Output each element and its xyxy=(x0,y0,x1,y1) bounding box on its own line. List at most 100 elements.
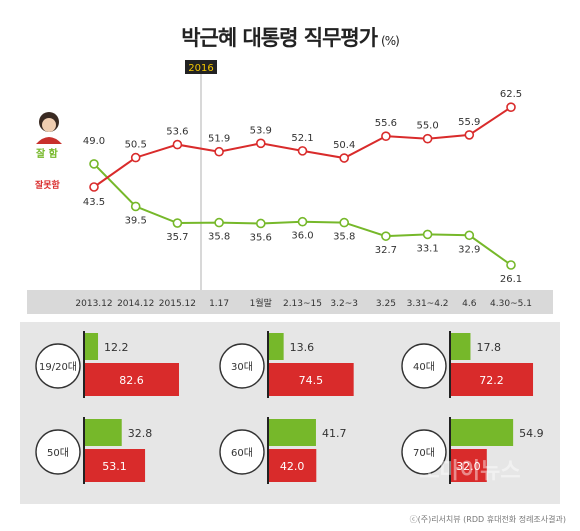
value-label-good: 36.0 xyxy=(291,231,313,242)
age-circle xyxy=(401,429,447,475)
value-label-bad: 53.6 xyxy=(166,127,188,138)
year-marker-box xyxy=(185,60,217,74)
bar-good xyxy=(450,333,471,360)
bar-good xyxy=(268,333,284,360)
point-good xyxy=(506,260,516,270)
age-circle xyxy=(219,343,265,389)
point-good xyxy=(422,229,433,240)
value-label-good: 39.5 xyxy=(125,215,147,226)
age-label: 40대 xyxy=(413,361,435,373)
value-label-bad: 55.6 xyxy=(375,118,397,129)
x-tick-label: 1월말 xyxy=(250,297,272,309)
x-tick-label: 2013.12 xyxy=(75,299,112,309)
age-circle xyxy=(35,343,81,389)
value-label-bad: 50.5 xyxy=(125,140,147,151)
bar-bad-value: 42.0 xyxy=(280,460,305,473)
x-tick-label: 1.17 xyxy=(209,299,229,309)
value-label-good: 26.1 xyxy=(500,274,522,285)
x-tick-label: 2.13~15 xyxy=(283,299,322,309)
x-tick-label: 4.6 xyxy=(462,299,477,309)
point-bad xyxy=(339,153,350,163)
x-tick-label: 4.30~5.1 xyxy=(490,299,532,309)
point-bad xyxy=(89,182,99,192)
age-label: 30대 xyxy=(231,361,253,373)
value-label-bad: 55.0 xyxy=(416,121,438,132)
age-circle xyxy=(401,343,447,389)
chart-title-text: 박근혜 대통령 직무평가 xyxy=(181,26,378,50)
x-tick-label: 2015.12 xyxy=(159,299,196,309)
x-tick-label: 3.2~3 xyxy=(330,299,358,309)
point-good xyxy=(172,218,183,228)
age-circle xyxy=(35,429,81,475)
value-label-bad: 62.5 xyxy=(500,89,522,100)
photo-jacket xyxy=(36,137,62,144)
age-label: 19/20대 xyxy=(39,361,77,373)
x-tick-label: 2014.12 xyxy=(117,299,154,309)
bar-good-value: 41.7 xyxy=(322,427,347,440)
bar-bad-value: 72.2 xyxy=(479,374,504,387)
value-label-good: 33.1 xyxy=(416,243,438,254)
bar-bad xyxy=(268,449,317,482)
value-label-good: 35.8 xyxy=(333,232,355,243)
photo-face xyxy=(42,118,56,132)
value-label-good: 32.9 xyxy=(458,244,480,255)
point-bad xyxy=(172,139,183,150)
year-marker-label: 2016 xyxy=(188,63,213,74)
chart-title-unit: (%) xyxy=(381,34,400,48)
bar-bad xyxy=(450,449,487,482)
value-label-good: 35.8 xyxy=(208,232,230,243)
value-label-good: 32.7 xyxy=(375,245,397,256)
source-footer: ⓒ(주)리서치뷰 (RDD 휴대전화 정례조사결과) xyxy=(409,515,566,524)
value-label-good: 49.0 xyxy=(83,136,105,147)
age-label: 70대 xyxy=(413,447,435,459)
bar-good xyxy=(84,419,122,446)
legend-bad: 잘못함 xyxy=(35,179,61,191)
value-label-good: 35.6 xyxy=(250,232,272,243)
bar-good xyxy=(84,333,99,360)
age-label: 60대 xyxy=(231,447,253,459)
point-bad xyxy=(381,131,391,141)
point-good xyxy=(214,217,224,228)
bar-bad-value: 53.1 xyxy=(102,460,127,473)
point-bad xyxy=(464,130,475,140)
bar-bad xyxy=(84,449,146,482)
point-bad xyxy=(297,146,308,156)
point-good xyxy=(464,230,475,241)
x-axis-band xyxy=(27,290,553,314)
bar-bad-value: 32.0 xyxy=(456,460,481,473)
value-label-bad: 52.1 xyxy=(291,133,313,144)
point-good xyxy=(381,231,391,241)
point-bad xyxy=(130,152,141,163)
point-bad xyxy=(255,138,266,149)
value-label-bad: 55.9 xyxy=(458,117,480,128)
age-label: 50대 xyxy=(47,447,69,459)
bar-good-value: 13.6 xyxy=(290,341,315,354)
bar-good-value: 12.2 xyxy=(104,341,129,354)
president-photo-icon xyxy=(36,112,62,144)
chart-title: 박근혜 대통령 직무평가 (%) xyxy=(0,22,580,52)
bar-good-value: 17.8 xyxy=(476,341,501,354)
point-good xyxy=(130,201,141,212)
bar-good-value: 32.8 xyxy=(128,427,153,440)
point-bad xyxy=(506,102,516,112)
point-good xyxy=(297,216,308,227)
bar-bad-value: 82.6 xyxy=(119,374,144,387)
x-tick-label: 3.25 xyxy=(376,299,396,309)
value-label-bad: 51.9 xyxy=(208,134,230,145)
bar-good-value: 54.9 xyxy=(519,427,544,440)
legend-good: 잘 함 xyxy=(36,147,59,160)
bar-bad xyxy=(268,363,354,396)
value-label-bad: 50.4 xyxy=(333,140,355,151)
point-bad xyxy=(214,146,224,157)
age-circle xyxy=(219,429,265,475)
watermark-text: 오마이뉴스 xyxy=(419,459,520,484)
bar-good xyxy=(450,419,514,446)
bar-bad xyxy=(84,363,179,396)
bar-bad-value: 74.5 xyxy=(299,374,324,387)
x-tick-label: 3.31~4.2 xyxy=(407,299,449,309)
value-label-bad: 53.9 xyxy=(250,125,272,136)
point-good xyxy=(89,159,99,169)
value-label-good: 35.7 xyxy=(166,232,188,243)
